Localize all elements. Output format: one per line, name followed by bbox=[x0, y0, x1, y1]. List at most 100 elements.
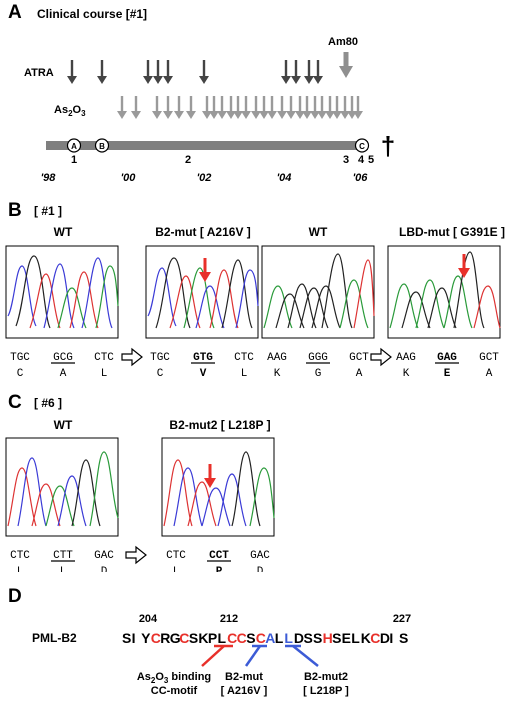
as2o3-arrow-2 bbox=[131, 96, 141, 119]
atra-label: ATRA bbox=[24, 67, 54, 79]
svg-text:V: V bbox=[200, 368, 207, 380]
svg-text:L: L bbox=[101, 368, 108, 380]
sequence-residue: D bbox=[294, 630, 304, 646]
death-dagger: † bbox=[381, 131, 395, 161]
svg-text:CTC: CTC bbox=[94, 352, 114, 364]
mutation-arrow-c bbox=[204, 464, 216, 488]
sequence-residue: S bbox=[122, 630, 131, 646]
svg-text:CTT: CTT bbox=[53, 550, 73, 562]
clinical-course-diagram: A B C 1 2 3 4 5 '98 '00 '02 '04 '06 † bbox=[41, 52, 395, 184]
timepoint-5: 5 bbox=[368, 154, 374, 166]
year-06: '06 bbox=[353, 172, 369, 184]
atra-arrows bbox=[67, 60, 323, 84]
as2o3-arrow-8 bbox=[209, 96, 219, 119]
svg-text:D: D bbox=[257, 566, 264, 572]
atra-arrow-8 bbox=[291, 60, 301, 84]
as2o3-arrow-18 bbox=[295, 96, 305, 119]
as2o3-arrow-22 bbox=[325, 96, 335, 119]
protein-label: PML-B2 bbox=[32, 631, 77, 645]
panel-b-case: [ #1 ] bbox=[34, 204, 63, 218]
svg-text:TGC: TGC bbox=[150, 352, 170, 364]
year-02: '02 bbox=[197, 172, 212, 184]
year-98: '98 bbox=[41, 172, 57, 184]
chromatogram-c-wt bbox=[5, 437, 119, 537]
atra-arrow-2 bbox=[97, 60, 107, 84]
b-mut1-title: B2-mut [ A216V ] bbox=[155, 225, 251, 239]
b-sequence-labels: TGC GCG CTC C A L TGC GTG CTC C V L AAG … bbox=[10, 352, 499, 380]
as2o3-arrow-4 bbox=[163, 96, 173, 119]
mutation-arrow-b2 bbox=[458, 254, 470, 278]
atra-arrow-6 bbox=[199, 60, 209, 84]
svg-text:CTC: CTC bbox=[10, 550, 30, 562]
svg-text:C: C bbox=[157, 368, 164, 380]
as2o3-arrow-21 bbox=[317, 96, 327, 119]
sequence-residue: P bbox=[208, 630, 217, 646]
panel-a-title: Clinical course [#1] bbox=[37, 7, 148, 21]
b-wt2-title: WT bbox=[308, 225, 328, 239]
panel-c-case: [ #6 ] bbox=[34, 396, 63, 410]
sequence-residue: Y bbox=[141, 630, 151, 646]
chromatogram-b-mut2 bbox=[387, 245, 501, 339]
sequence-residue: L bbox=[351, 630, 360, 646]
sequence-residue: C bbox=[179, 630, 189, 646]
sequence-residue: L bbox=[275, 630, 284, 646]
svg-text:L: L bbox=[241, 368, 248, 380]
as2o3-arrow-11 bbox=[233, 96, 243, 119]
as2o3-arrow-7 bbox=[202, 96, 212, 119]
as2o3-label: As2O3 bbox=[54, 104, 86, 119]
as2o3-arrow-20 bbox=[310, 96, 320, 119]
cc-motif-label-line1: As2O3 binding bbox=[137, 671, 211, 685]
sequence-residue: S bbox=[399, 630, 408, 646]
atra-arrow-7 bbox=[281, 60, 291, 84]
sequence-residue: S bbox=[246, 630, 255, 646]
as2o3-arrow-9 bbox=[217, 96, 227, 119]
panel-d-sequence-diagram: PML-B2 204 212 227 S I Y C R GC S K P L C C S C A L L D S S… bbox=[32, 613, 411, 697]
svg-text:GCT: GCT bbox=[349, 352, 369, 364]
treatment-timeline-bar bbox=[46, 141, 368, 150]
svg-text:A: A bbox=[356, 368, 363, 380]
as2o3-arrow-1 bbox=[117, 96, 127, 119]
cc-motif-connector bbox=[201, 645, 225, 667]
svg-text:K: K bbox=[274, 368, 281, 380]
as2o3-arrow-13 bbox=[251, 96, 261, 119]
year-00: '00 bbox=[121, 172, 137, 184]
sequence-residue: C bbox=[151, 630, 161, 646]
marker-b: B bbox=[94, 138, 110, 153]
sequence-residue: L bbox=[284, 630, 293, 646]
as2o3-arrow-6 bbox=[186, 96, 196, 119]
svg-text:A: A bbox=[486, 368, 493, 380]
svg-text:GAG: GAG bbox=[437, 352, 457, 364]
svg-text:A: A bbox=[60, 368, 67, 380]
svg-text:G: G bbox=[315, 368, 322, 380]
svg-text:TGC: TGC bbox=[10, 352, 30, 364]
sequence-residue: S bbox=[332, 630, 341, 646]
atra-arrow-10 bbox=[313, 60, 323, 84]
position-204: 204 bbox=[139, 613, 158, 625]
svg-text:K: K bbox=[403, 368, 410, 380]
svg-text:C: C bbox=[17, 368, 24, 380]
as2o3-arrow-16 bbox=[277, 96, 287, 119]
as2o3-arrow-12 bbox=[241, 96, 251, 119]
panel-b-letter: B bbox=[8, 200, 22, 221]
atra-arrow-3 bbox=[143, 60, 153, 84]
sequence-residue: R bbox=[160, 630, 170, 646]
atra-arrow-4 bbox=[153, 60, 163, 84]
svg-text:P: P bbox=[216, 566, 223, 572]
year-04: '04 bbox=[277, 172, 292, 184]
as2o3-arrows bbox=[117, 96, 363, 119]
sequence-residue: L bbox=[218, 630, 227, 646]
cc-motif-label-line2: CC-motif bbox=[151, 685, 198, 697]
marker-a-label: A bbox=[71, 142, 77, 151]
panel-b-chromatograms: TGC GCG CTC C A L TGC GTG CTC C V L AAG … bbox=[5, 245, 501, 380]
panel-c-chromatograms: CTC CTT GAC L L D CTC CCT GAC L P D bbox=[5, 437, 275, 572]
svg-text:D: D bbox=[101, 566, 108, 572]
atra-arrow-5 bbox=[163, 60, 173, 84]
chromatogram-c-mut bbox=[161, 437, 275, 537]
b-mut2-title: LBD-mut [ G391E ] bbox=[398, 225, 506, 239]
sequence-residue: C bbox=[370, 630, 380, 646]
as2o3-arrow-24 bbox=[340, 96, 350, 119]
svg-text:CTC: CTC bbox=[166, 550, 186, 562]
as2o3-arrow-3 bbox=[152, 96, 162, 119]
svg-text:GGG: GGG bbox=[308, 352, 328, 364]
as2o3-arrow-19 bbox=[302, 96, 312, 119]
